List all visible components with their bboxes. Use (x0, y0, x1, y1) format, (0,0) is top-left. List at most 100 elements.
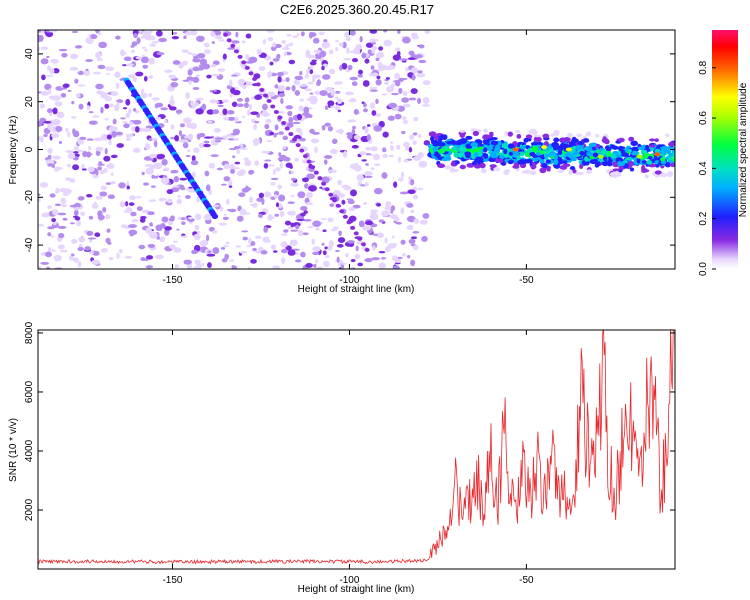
y-tick-label: 8000 (24, 321, 35, 344)
heatmap-cell (584, 156, 589, 162)
heatmap-cell (168, 244, 176, 249)
heatmap-cell (483, 157, 489, 162)
heatmap-cell (179, 177, 188, 181)
heatmap-cell (625, 157, 632, 161)
heatmap-cell (539, 150, 545, 154)
heatmap-cell (530, 165, 536, 170)
heatmap-cell (545, 159, 552, 164)
heatmap-cell (125, 201, 129, 207)
heatmap-cell (148, 93, 153, 98)
heatmap-cell (342, 214, 348, 219)
heatmap-cell (324, 246, 328, 250)
heatmap-cell (270, 244, 277, 250)
heatmap-cell (125, 112, 131, 119)
heatmap-cell (418, 59, 427, 64)
heatmap-cell (128, 202, 135, 206)
heatmap-cell (346, 47, 350, 55)
heatmap-cell (227, 116, 236, 121)
heatmap-cell (422, 80, 431, 86)
heatmap-cell (97, 64, 106, 70)
heatmap-cell (459, 137, 468, 144)
heatmap-cell (236, 98, 243, 102)
heatmap-cell (273, 250, 278, 253)
heatmap-cell (223, 163, 230, 170)
heatmap-cell (370, 209, 379, 213)
heatmap-cell (319, 186, 323, 189)
heatmap-cell (346, 240, 355, 244)
colorbar-tick-label: 0.6 (698, 111, 709, 125)
heatmap-cell (69, 178, 76, 183)
heatmap-cell (376, 75, 381, 80)
heatmap-cell (66, 163, 71, 168)
heatmap-cell (96, 57, 103, 62)
heatmap-cell (222, 53, 227, 60)
heatmap-cell (420, 219, 428, 225)
heatmap-cell (187, 216, 193, 220)
heatmap-cell (366, 134, 371, 141)
snr-xlabel: Height of straight line (km) (298, 584, 415, 595)
heatmap-cell (636, 157, 641, 164)
heatmap-cell (111, 91, 115, 94)
heatmap-cell (41, 212, 51, 218)
heatmap-cell (479, 162, 486, 169)
heatmap-cell (50, 249, 56, 252)
heatmap-cell (47, 232, 52, 237)
heatmap-cell (48, 95, 55, 100)
heatmap-cell (483, 147, 488, 153)
heatmap-cell (213, 89, 217, 93)
heatmap-cell (108, 103, 114, 108)
heatmap-cell (138, 244, 146, 250)
heatmap-cell (459, 146, 466, 150)
heatmap-cell (316, 266, 324, 269)
heatmap-cell (533, 136, 538, 142)
heatmap-cell (233, 49, 239, 54)
heatmap-cell (64, 177, 72, 181)
heatmap-cell (562, 160, 568, 164)
heatmap-cell (290, 229, 299, 232)
heatmap-cell (78, 103, 84, 110)
heatmap-cell (189, 30, 198, 36)
heatmap-cell (232, 89, 241, 96)
x-tick-label: -50 (519, 575, 534, 586)
heatmap-cell (288, 132, 294, 137)
heatmap-cell (483, 141, 489, 145)
heatmap-cell (304, 183, 309, 189)
colorbar-label: Normalized spectral amplitude (738, 82, 749, 217)
heatmap-cell (274, 84, 279, 89)
heatmap-cell (167, 221, 174, 226)
heatmap-cell (50, 58, 56, 64)
heatmap-cell (304, 73, 309, 79)
heatmap-cell (557, 150, 563, 155)
heatmap-cell (85, 59, 94, 62)
heatmap-cell (264, 191, 272, 198)
heatmap-cell (350, 225, 356, 230)
heatmap-cell (270, 182, 276, 186)
heatmap-cell (290, 170, 295, 175)
heatmap-cell (323, 159, 328, 165)
heatmap-cell (428, 131, 437, 138)
heatmap-cell (227, 208, 232, 212)
heatmap-cell (410, 88, 418, 94)
heatmap-cell (321, 124, 326, 131)
heatmap-cell (244, 65, 250, 70)
heatmap-cell (579, 163, 584, 170)
heatmap-cell (609, 172, 615, 177)
heatmap-cell (283, 156, 291, 162)
heatmap-cell (397, 156, 402, 163)
heatmap-cell (309, 69, 314, 75)
heatmap-cell (342, 151, 347, 157)
heatmap-cell (301, 232, 309, 236)
heatmap-cell (371, 42, 377, 45)
heatmap-cell (142, 127, 152, 133)
heatmap-cell (507, 131, 514, 137)
heatmap-cell (65, 149, 74, 154)
heatmap-cell (247, 82, 252, 87)
heatmap-cell (141, 46, 146, 49)
heatmap-cell (567, 132, 573, 138)
heatmap-cell (364, 126, 369, 134)
heatmap-cell (51, 218, 57, 223)
heatmap-cell (220, 183, 227, 186)
heatmap-cell (67, 131, 71, 138)
heatmap-cell (375, 113, 382, 118)
